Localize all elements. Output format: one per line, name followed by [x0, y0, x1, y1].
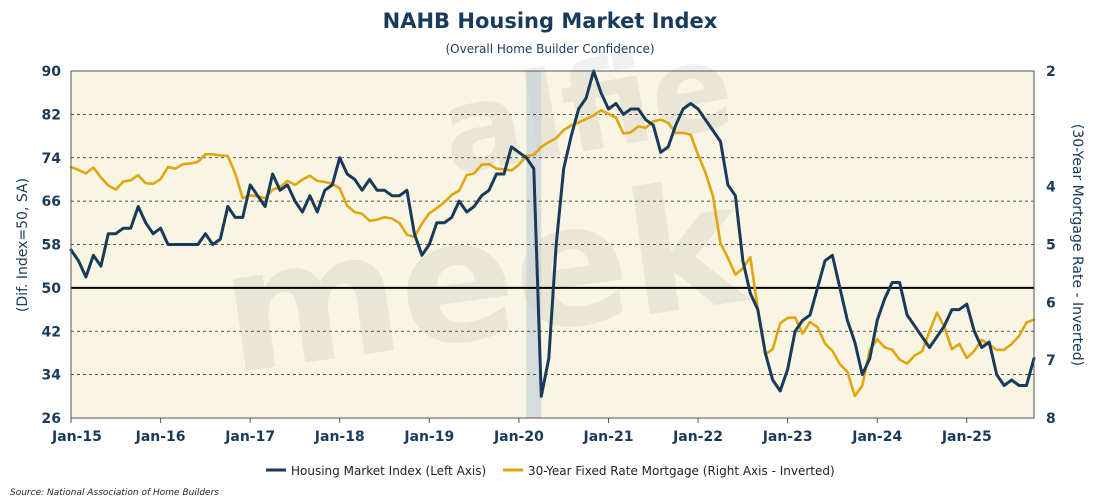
y-left-tick-label: 42	[42, 324, 61, 340]
left-axis-label: (Dif. Index=50, SA)	[15, 178, 31, 312]
x-tick-label: Jan-25	[941, 429, 992, 445]
y-left-tick-label: 74	[42, 151, 62, 167]
y-right-tick-label: 4	[1046, 180, 1056, 196]
hmi-series	[69, 69, 1036, 398]
x-tick-label: Jan-19	[403, 429, 454, 445]
x-tick-label: Jan-17	[224, 429, 275, 445]
gridlines	[71, 113, 1034, 376]
x-tick-label: Jan-21	[583, 429, 634, 445]
source-note: Source: National Association of Home Bui…	[10, 488, 219, 498]
y-right-tick-label: 8	[1046, 411, 1056, 427]
legend: Housing Market Index (Left Axis) 30-Year…	[266, 464, 835, 478]
y-left-tick-label: 82	[42, 107, 61, 123]
plot-border	[70, 70, 1035, 419]
right-axis-label: (30-Year Mortgage Rate - Inverted)	[1069, 124, 1085, 366]
x-tick-label: Jan-22	[672, 429, 723, 445]
x-tick-label: Jan-23	[762, 429, 813, 445]
y-left-tick-label: 90	[42, 64, 62, 80]
legend-label-hmi: Housing Market Index (Left Axis)	[291, 464, 486, 478]
x-tick-label: Jan-15	[51, 429, 102, 445]
y-left-tick-label: 66	[42, 194, 61, 210]
x-tick-label: Jan-24	[851, 429, 902, 445]
chart-title: NAHB Housing Market Index	[383, 9, 718, 33]
legend-label-mortgage: 30-Year Fixed Rate Mortgage (Right Axis …	[528, 464, 835, 478]
y-right-tick-label: 2	[1046, 64, 1056, 80]
x-tick-label: Jan-16	[135, 429, 186, 445]
x-axis-ticks: Jan-15 Jan-16 Jan-17 Jan-18 Jan-19 Jan-20 Jan-…	[51, 418, 992, 445]
x-tick-label: Jan-20	[493, 429, 544, 445]
y-right-tick-label: 7	[1046, 353, 1056, 369]
y-right-tick-label: 5	[1046, 238, 1056, 254]
y-left-tick-label: 58	[42, 238, 61, 254]
chart-subtitle: (Overall Home Builder Confidence)	[445, 42, 654, 56]
y-left-tick-label: 50	[42, 281, 62, 297]
y-left-tick-label: 34	[42, 368, 62, 384]
y-left-tick-label: 26	[42, 411, 61, 427]
hmi-line	[69, 69, 1036, 398]
x-tick-label: Jan-18	[314, 429, 365, 445]
right-axis-ticks: 2 4 5 6 7 8	[1046, 64, 1056, 427]
y-right-tick-label: 6	[1046, 295, 1056, 311]
left-axis-ticks: 26 34 42 50 58 66 74 82 90	[42, 64, 62, 427]
